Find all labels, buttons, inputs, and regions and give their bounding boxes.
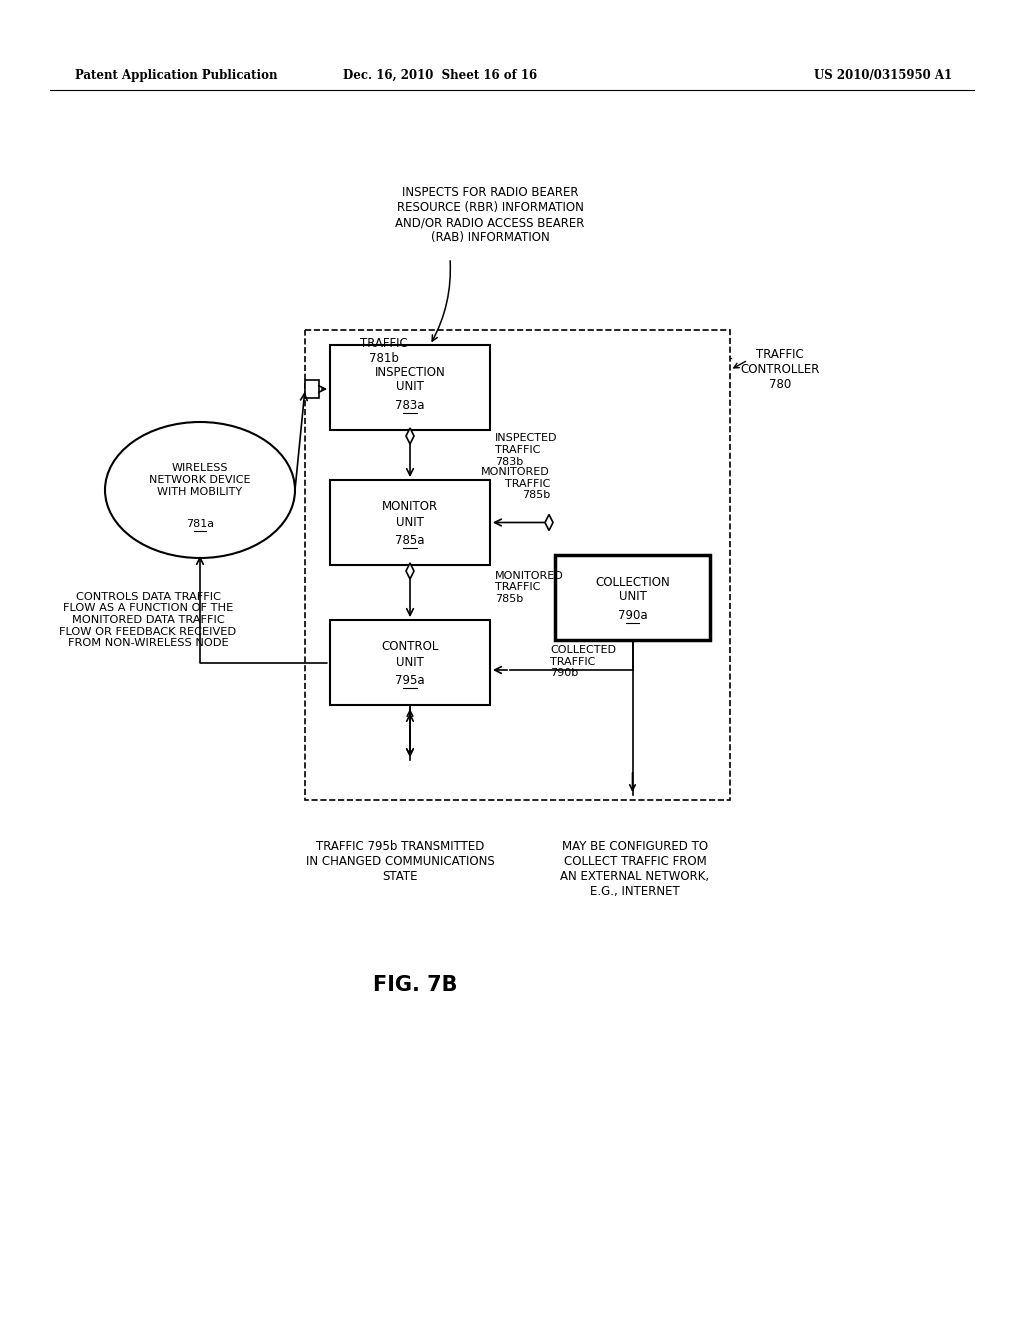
Text: 790a: 790a	[617, 609, 647, 622]
Text: INSPECTED
TRAFFIC
783b: INSPECTED TRAFFIC 783b	[495, 433, 557, 466]
Bar	[555, 554, 710, 640]
Text: MAY BE CONFIGURED TO
COLLECT TRAFFIC FROM
AN EXTERNAL NETWORK,
E.G., INTERNET: MAY BE CONFIGURED TO COLLECT TRAFFIC FRO…	[560, 840, 710, 898]
Text: MONITORED
TRAFFIC
785b: MONITORED TRAFFIC 785b	[481, 467, 550, 500]
Bar	[330, 345, 490, 430]
Text: INSPECTS FOR RADIO BEARER
RESOURCE (RBR) INFORMATION
AND/OR RADIO ACCESS BEARER
: INSPECTS FOR RADIO BEARER RESOURCE (RBR)…	[395, 186, 585, 244]
Text: US 2010/0315950 A1: US 2010/0315950 A1	[814, 69, 952, 82]
Text: CONTROL
UNIT: CONTROL UNIT	[381, 640, 438, 668]
Bar	[305, 380, 319, 399]
Text: COLLECTED
TRAFFIC
790b: COLLECTED TRAFFIC 790b	[550, 645, 616, 678]
Bar	[330, 620, 490, 705]
Text: TRAFFIC
781b: TRAFFIC 781b	[360, 337, 408, 366]
Text: MONITORED
TRAFFIC
785b: MONITORED TRAFFIC 785b	[495, 570, 564, 605]
Text: MONITOR
UNIT: MONITOR UNIT	[382, 500, 438, 528]
Text: 795a: 795a	[395, 675, 425, 686]
Text: TRAFFIC
CONTROLLER
780: TRAFFIC CONTROLLER 780	[740, 348, 819, 391]
Text: COLLECTION
UNIT: COLLECTION UNIT	[595, 576, 670, 603]
Bar	[330, 480, 490, 565]
Polygon shape	[406, 428, 414, 444]
Polygon shape	[406, 564, 414, 579]
Text: CONTROLS DATA TRAFFIC
FLOW AS A FUNCTION OF THE
MONITORED DATA TRAFFIC
FLOW OR F: CONTROLS DATA TRAFFIC FLOW AS A FUNCTION…	[59, 591, 237, 648]
Text: FIG. 7B: FIG. 7B	[373, 975, 458, 995]
Text: Patent Application Publication: Patent Application Publication	[75, 69, 278, 82]
Polygon shape	[545, 515, 553, 531]
Text: 781a: 781a	[186, 519, 214, 529]
Text: Dec. 16, 2010  Sheet 16 of 16: Dec. 16, 2010 Sheet 16 of 16	[343, 69, 538, 82]
Text: 783a: 783a	[395, 399, 425, 412]
Text: 785a: 785a	[395, 535, 425, 546]
Text: INSPECTION
UNIT: INSPECTION UNIT	[375, 366, 445, 393]
Text: WIRELESS
NETWORK DEVICE
WITH MOBILITY: WIRELESS NETWORK DEVICE WITH MOBILITY	[150, 463, 251, 496]
Text: TRAFFIC 795b TRANSMITTED
IN CHANGED COMMUNICATIONS
STATE: TRAFFIC 795b TRANSMITTED IN CHANGED COMM…	[305, 840, 495, 883]
Bar	[305, 330, 730, 800]
